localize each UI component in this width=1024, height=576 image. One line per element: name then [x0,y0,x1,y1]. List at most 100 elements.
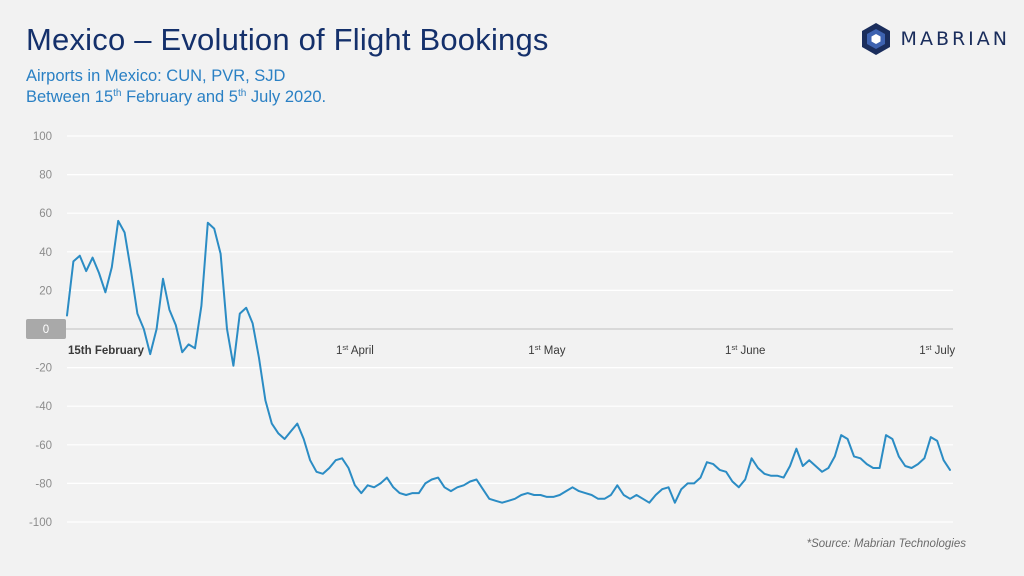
data-point [578,490,580,492]
source-note: *Source: Mabrian Technologies [806,538,966,550]
data-point [783,477,785,479]
data-point [392,486,394,488]
y-tick-label: 40 [39,247,52,259]
data-point [725,471,727,473]
data-point [373,486,375,488]
data-point [885,434,887,436]
data-point [821,471,823,473]
data-point [930,436,932,438]
data-point [552,496,554,498]
data-point [130,270,132,272]
x-tick-label: 1st June [725,343,765,357]
data-point [226,328,228,330]
data-point [604,498,606,500]
data-point [418,492,420,494]
data-point [706,461,708,463]
data-point [668,486,670,488]
data-point [642,498,644,500]
data-point [744,479,746,481]
data-point [943,459,945,461]
data-point [514,498,516,500]
data-point [341,457,343,459]
data-point [284,438,286,440]
data-point [303,438,305,440]
x-tick-label: 1st July [919,343,955,357]
data-point [763,473,765,475]
data-point [655,494,657,496]
data-point [898,455,900,457]
data-point [412,492,414,494]
x-tick-label: 15th February [68,345,145,357]
mabrian-logo-icon [861,23,890,55]
y-tick-label: -80 [35,478,52,490]
data-point [207,222,209,224]
data-point [891,438,893,440]
data-point [360,492,362,494]
data-point [802,465,804,467]
data-point [495,500,497,502]
data-point [354,484,356,486]
zero-tick-badge [26,319,66,339]
data-point [591,494,593,496]
data-point [661,488,663,490]
data-point [424,482,426,484]
data-point [124,232,126,234]
data-point [866,463,868,465]
data-point [456,486,458,488]
y-tick-label: -60 [35,440,52,452]
data-point [469,481,471,483]
data-point [597,498,599,500]
data-point [188,343,190,345]
chart-title: Mexico – Evolution of Flight Bookings [26,22,549,57]
data-point [476,479,478,481]
data-point [386,477,388,479]
data-point [872,467,874,469]
data-point [239,313,241,315]
data-point [520,494,522,496]
data-point [156,328,158,330]
data-point [258,357,260,359]
data-point [316,471,318,473]
data-point [85,270,87,272]
data-point [213,228,215,230]
data-point [616,484,618,486]
data-point [437,477,439,479]
data-point [674,502,676,504]
data-point [559,494,561,496]
data-point [584,492,586,494]
data-point [380,482,382,484]
data-point [335,459,337,461]
data-point [533,494,535,496]
data-point [949,469,951,471]
y-tick-label: 60 [39,208,52,220]
data-point [853,455,855,457]
data-point [277,432,279,434]
subtitle-airports: Airports in Mexico: CUN, PVR, SJD [26,67,286,85]
brand-logo: MABRIAN [859,22,1010,56]
data-point [731,481,733,483]
data-point [252,322,254,324]
data-point [770,475,772,477]
data-point [444,486,446,488]
chart-subtitle: Airports in Mexico: CUN, PVR, SJD Betwee… [26,66,326,108]
data-point [847,438,849,440]
data-point [309,459,311,461]
data-point [917,463,919,465]
data-point [488,498,490,500]
data-point [501,502,503,504]
data-point [399,492,401,494]
data-point [904,465,906,467]
data-point [827,467,829,469]
data-point [200,305,202,307]
data-point [911,467,913,469]
data-point [546,496,548,498]
bookings-series-line [66,219,951,504]
data-point [776,475,778,477]
data-point [815,465,817,467]
y-tick-label: -40 [35,401,52,413]
data-point [232,365,234,367]
data-point [719,469,721,471]
data-point [936,440,938,442]
data-point [687,482,689,484]
data-point [405,494,407,496]
